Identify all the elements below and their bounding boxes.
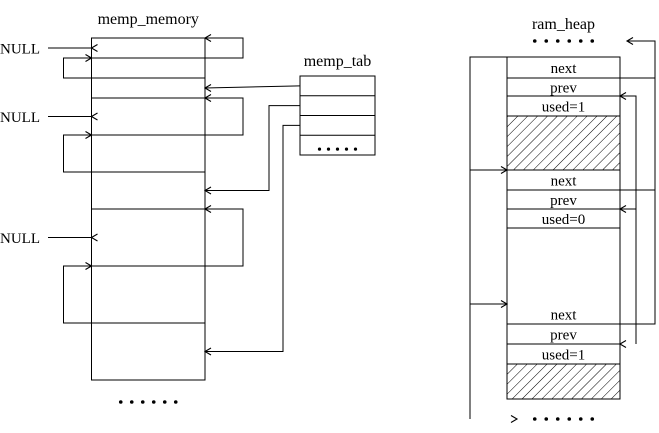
svg-text:next: next (551, 174, 578, 190)
svg-text:memp_tab: memp_tab (304, 53, 372, 70)
svg-text:prev: prev (550, 81, 577, 97)
svg-text:prev: prev (550, 328, 577, 344)
svg-text:NULL: NULL (0, 231, 40, 247)
svg-text:used=1: used=1 (542, 100, 585, 116)
svg-text:ram_heap: ram_heap (532, 16, 595, 33)
svg-text:next: next (551, 308, 578, 324)
svg-text:used=0: used=0 (542, 212, 585, 228)
svg-text:NULL: NULL (0, 110, 40, 126)
svg-text:used=1: used=1 (542, 348, 585, 364)
svg-text:memp_memory: memp_memory (98, 11, 199, 28)
svg-text:prev: prev (550, 193, 577, 209)
svg-text:NULL: NULL (0, 42, 40, 58)
svg-text:next: next (551, 61, 578, 77)
